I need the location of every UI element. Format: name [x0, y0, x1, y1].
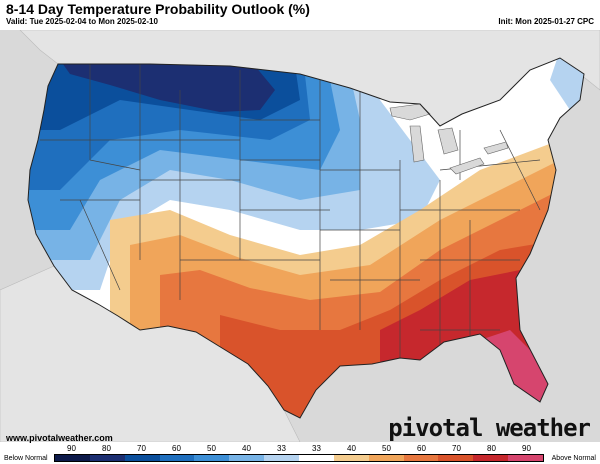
legend-swatch — [194, 455, 230, 461]
legend-swatch — [89, 455, 125, 461]
legend-tick-label: 40 — [242, 444, 251, 453]
lake-superior — [389, 103, 431, 121]
legend-swatch — [299, 455, 334, 461]
color-legend: 90 80 70 60 50 40 33 33 40 50 60 70 80 90 Below Norma… — [0, 444, 600, 464]
legend-swatch — [473, 455, 509, 461]
great-lakes — [389, 103, 509, 175]
map-canvas — [0, 30, 600, 442]
lake-michigan — [409, 125, 425, 163]
state-borders — [40, 60, 541, 360]
legend-tick-label: 40 — [347, 444, 356, 453]
legend-tick-label: 50 — [382, 444, 391, 453]
legend-swatch — [333, 455, 369, 461]
valid-period: Valid: Tue 2025-02-04 to Mon 2025-02-10 — [6, 17, 158, 26]
lake-huron — [437, 127, 459, 155]
map-title: 8-14 Day Temperature Probability Outlook… — [6, 1, 310, 17]
brand-left: piv — [388, 414, 429, 442]
legend-tick-label: 70 — [452, 444, 461, 453]
legend-tick-label: 50 — [207, 444, 216, 453]
maine-below-area — [550, 58, 584, 130]
legend-tick-label: 90 — [522, 444, 531, 453]
legend-swatch — [124, 455, 160, 461]
legend-color-bar — [54, 454, 544, 462]
lake-erie — [449, 157, 485, 175]
legend-tick-label: 60 — [417, 444, 426, 453]
legend-tick-label: 80 — [487, 444, 496, 453]
legend-tick-label: 60 — [172, 444, 181, 453]
lake-ontario — [483, 141, 509, 155]
legend-swatch — [508, 455, 544, 461]
legend-tick-label: 33 — [312, 444, 321, 453]
legend-swatch — [403, 455, 439, 461]
legend-swatch — [55, 455, 90, 461]
thermometer-icon: o — [428, 414, 443, 442]
us-outline — [27, 57, 585, 419]
state-line — [89, 159, 141, 171]
header: 8-14 Day Temperature Probability Outlook… — [0, 0, 600, 30]
legend-tick-label: 90 — [67, 444, 76, 453]
below-normal-label: Below Normal — [4, 455, 48, 462]
above-normal-label: Above Normal — [551, 455, 596, 462]
pivotal-weather-logo: pivotal weather — [388, 414, 591, 442]
init-time: Init: Mon 2025-01-27 CPC — [498, 17, 594, 26]
legend-swatch — [438, 455, 474, 461]
legend-swatch — [368, 455, 404, 461]
brand-right: tal weather — [442, 414, 591, 442]
legend-tick-label: 80 — [102, 444, 111, 453]
legend-swatch — [264, 455, 300, 461]
legend-tick-label: 70 — [137, 444, 146, 453]
website-label: www.pivotalweather.com — [6, 433, 113, 443]
outlook-map — [0, 30, 600, 442]
legend-tick-label: 33 — [277, 444, 286, 453]
legend-swatch — [229, 455, 265, 461]
state-line — [79, 199, 121, 291]
below-80-area — [60, 60, 275, 112]
legend-swatch — [159, 455, 195, 461]
